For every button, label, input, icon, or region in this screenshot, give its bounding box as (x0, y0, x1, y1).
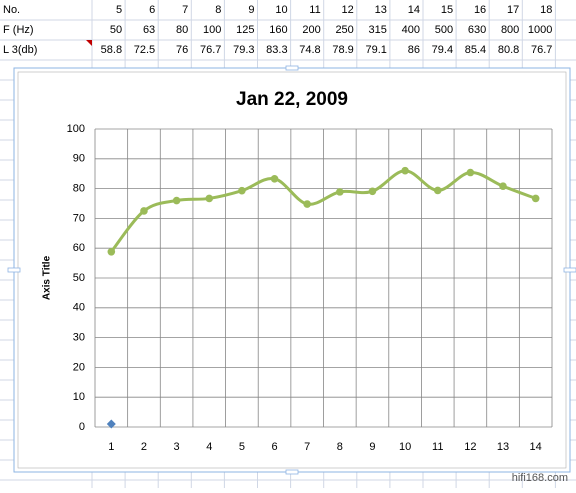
point-marker (401, 166, 409, 175)
cell-value: 10 (275, 4, 287, 16)
resize-handle[interactable] (285, 469, 299, 475)
comment-marker (86, 40, 92, 46)
chart-title: Jan 22, 2009 (236, 89, 348, 110)
watermark: hifi168.com (512, 472, 568, 484)
cell-value: 76.7 (531, 44, 552, 56)
y-axis-title: Axis Title (42, 255, 53, 300)
cell-value: 72.5 (134, 44, 155, 56)
cell-value: 12 (342, 4, 354, 16)
cell-value: 79.4 (432, 44, 453, 56)
cell-value: 160 (269, 24, 287, 36)
cell-value: 83.3 (266, 44, 287, 56)
cell-value: 9 (248, 4, 254, 16)
resize-handle[interactable] (7, 267, 21, 273)
x-tick-label: 9 (369, 441, 375, 453)
y-tick-label: 40 (73, 302, 85, 314)
cell-value: 16 (474, 4, 486, 16)
cell-value: 500 (435, 24, 453, 36)
cell-value: 80.8 (498, 44, 519, 56)
resize-handle[interactable] (563, 267, 576, 273)
cell-value: 125 (236, 24, 254, 36)
cell-value: 18 (540, 4, 552, 16)
point-marker (205, 194, 214, 203)
cell-value: 58.8 (101, 44, 122, 56)
cell-value: 8 (215, 4, 221, 16)
cell-value: 86 (408, 44, 420, 56)
cell-value: 78.9 (332, 44, 353, 56)
cell-value: 6 (149, 4, 155, 16)
point-marker (368, 187, 377, 196)
x-tick-label: 6 (271, 441, 277, 453)
resize-handle[interactable] (285, 65, 299, 71)
cell-value: 11 (309, 4, 320, 16)
chart-area (17, 71, 567, 469)
cell-value: 5 (116, 4, 122, 16)
cell-value: 85.4 (465, 44, 486, 56)
x-tick-label: 8 (337, 441, 343, 453)
cell-value: 800 (501, 24, 519, 36)
cell-value: 7 (182, 4, 188, 16)
point-marker (336, 188, 344, 196)
cell-value: 74.8 (299, 44, 320, 56)
cell-value: 63 (143, 24, 155, 36)
point-marker (238, 186, 246, 195)
cell-label: L 3(db) (3, 44, 37, 56)
cell-value: 100 (203, 24, 221, 36)
cell-value: 1000 (528, 24, 552, 36)
y-tick-label: 10 (73, 391, 85, 403)
x-tick-label: 14 (530, 441, 542, 453)
point-marker (270, 174, 279, 183)
x-tick-label: 10 (399, 441, 411, 453)
cell-value: 80 (176, 24, 188, 36)
y-tick-label: 20 (73, 361, 85, 373)
cell-value: 17 (507, 4, 519, 16)
point-marker (466, 168, 475, 177)
cell-value: 13 (375, 4, 387, 16)
point-marker (106, 419, 116, 429)
point-marker (499, 182, 507, 191)
y-tick-label: 0 (79, 421, 85, 433)
y-tick-label: 60 (73, 242, 85, 254)
cell-value: 315 (369, 24, 387, 36)
x-tick-label: 11 (432, 441, 443, 453)
cell-value: 15 (441, 4, 453, 16)
cell-value: 400 (402, 24, 420, 36)
y-tick-label: 90 (73, 153, 85, 165)
x-tick-label: 1 (108, 441, 114, 453)
point-marker (433, 186, 442, 195)
cell-value: 50 (110, 24, 122, 36)
cell-value: 79.3 (233, 44, 254, 56)
cell-value: 630 (468, 24, 486, 36)
point-marker (531, 194, 540, 203)
y-tick-label: 80 (73, 183, 85, 195)
y-tick-label: 100 (67, 123, 85, 135)
cell-label: No. (3, 4, 20, 16)
x-tick-label: 2 (141, 441, 147, 453)
point-marker (303, 200, 311, 208)
x-tick-label: 12 (464, 441, 476, 453)
cell-value: 200 (302, 24, 320, 36)
point-marker (107, 247, 116, 256)
x-tick-label: 7 (304, 441, 310, 453)
x-tick-label: 13 (497, 441, 509, 453)
point-marker (172, 196, 181, 205)
x-tick-label: 4 (206, 441, 212, 453)
cell-label: F (Hz) (3, 24, 34, 36)
y-tick-label: 30 (73, 332, 85, 344)
y-tick-label: 70 (73, 212, 85, 224)
cell-value: 14 (408, 4, 420, 16)
cell-value: 79.1 (365, 44, 386, 56)
y-tick-label: 50 (73, 272, 85, 284)
cell-value: 76.7 (200, 44, 221, 56)
cell-value: 250 (335, 24, 353, 36)
x-tick-label: 5 (239, 441, 245, 453)
cell-value: 76 (176, 44, 188, 56)
point-marker (140, 207, 148, 215)
x-tick-label: 3 (174, 441, 180, 453)
